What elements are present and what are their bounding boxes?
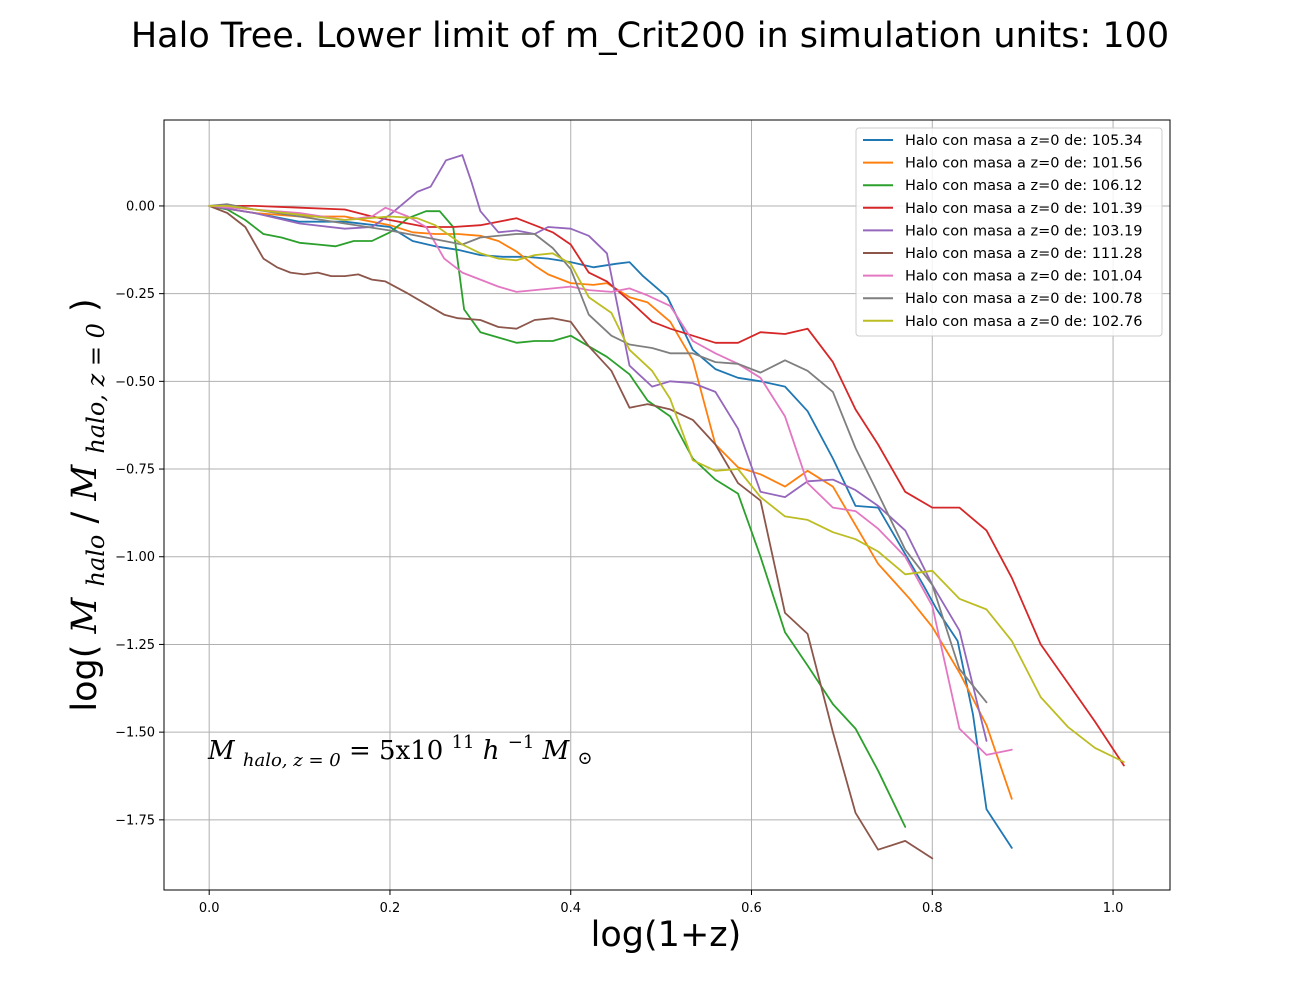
- y-label-slash: /: [65, 511, 105, 523]
- legend-label: Halo con masa a z=0 de: 106.12: [905, 178, 1142, 194]
- y-tick-label: −1.50: [115, 726, 155, 741]
- y-label-m1: M: [65, 597, 105, 635]
- annotation-exp1: 11: [452, 732, 475, 753]
- legend-label: Halo con masa a z=0 de: 101.56: [905, 156, 1142, 172]
- legend-entry: Halo con masa a z=0 de: 100.78: [863, 291, 1142, 307]
- x-axis-label: log(1+z): [591, 915, 742, 955]
- x-tick-label: 0.8: [922, 901, 943, 916]
- legend-label: Halo con masa a z=0 de: 101.04: [905, 269, 1142, 285]
- series-line-9: [208, 204, 1125, 763]
- y-tick-label: −0.75: [115, 463, 155, 478]
- legend-label: Halo con masa a z=0 de: 111.28: [905, 246, 1142, 262]
- y-tick-label: −0.50: [115, 375, 155, 390]
- y-label-prefix: log(: [65, 645, 105, 712]
- legend-label: Halo con masa a z=0 de: 105.34: [905, 133, 1142, 149]
- y-tick-label: −0.25: [115, 287, 155, 302]
- legend-label: Halo con masa a z=0 de: 101.39: [905, 201, 1142, 217]
- y-label-m2: M: [65, 464, 105, 502]
- annotation-eq: = 5x10: [349, 736, 443, 766]
- annotation-h: h: [483, 736, 500, 766]
- legend: Halo con masa a z=0 de: 105.34 Halo con m…: [855, 127, 1163, 337]
- annotation-msun: M: [542, 736, 571, 766]
- y-tick-label: −1.25: [115, 638, 155, 653]
- legend-entries: Halo con masa a z=0 de: 105.34 Halo con m…: [863, 133, 1142, 330]
- x-tick-label: 0.4: [560, 901, 581, 916]
- series-line-1: [208, 204, 1013, 849]
- series-line-8: [208, 203, 988, 704]
- legend-entry: Halo con masa a z=0 de: 101.04: [863, 269, 1142, 285]
- series-line-2: [208, 204, 1013, 800]
- legend-label: Halo con masa a z=0 de: 103.19: [905, 223, 1142, 239]
- y-label-suffix: ): [65, 298, 105, 312]
- ticks: 0.0 0.2 0.4 0.6 0.8 1.0 0.00 −0.25 −0.50 −0.75 −1.…: [115, 199, 1123, 916]
- legend-entry: Halo con masa a z=0 de: 103.19: [863, 223, 1142, 239]
- annotation-sun-sub: ⊙: [577, 748, 592, 769]
- y-axis-label: log( M halo / M halo, z = 0 ): [65, 298, 113, 711]
- y-tick-label: 0.00: [126, 199, 155, 214]
- annotation-m: M: [207, 736, 236, 766]
- annotation-exp2: −1: [508, 732, 535, 753]
- chart-title: Halo Tree. Lower limit of m_Crit200 in s…: [131, 16, 1169, 56]
- series-line-6: [208, 204, 934, 860]
- series-line-7: [208, 204, 1013, 756]
- x-tick-label: 0.2: [380, 901, 401, 916]
- legend-entry: Halo con masa a z=0 de: 101.39: [863, 201, 1142, 217]
- plot-frame: [163, 119, 1171, 891]
- series-lines: [208, 154, 1125, 860]
- y-tick-label: −1.75: [115, 813, 155, 828]
- annotation-sub: halo, z = 0: [243, 750, 341, 771]
- y-label-sub1: halo: [82, 535, 110, 587]
- legend-entry: Halo con masa a z=0 de: 102.76: [863, 314, 1142, 330]
- legend-entry: Halo con masa a z=0 de: 111.28: [863, 246, 1142, 262]
- mass-annotation: M halo, z = 0 = 5x10 11 h −1 M ⊙: [207, 725, 593, 773]
- x-tick-label: 0.6: [741, 901, 762, 916]
- x-tick-label: 0.0: [199, 901, 220, 916]
- legend-entry: Halo con masa a z=0 de: 105.34: [863, 133, 1142, 149]
- legend-label: Halo con masa a z=0 de: 102.76: [905, 314, 1142, 330]
- legend-box: [855, 127, 1163, 337]
- y-label-sub2: halo, z = 0: [82, 323, 110, 453]
- legend-entry: Halo con masa a z=0 de: 101.56: [863, 156, 1142, 172]
- legend-label: Halo con masa a z=0 de: 100.78: [905, 291, 1142, 307]
- series-line-5: [208, 154, 988, 742]
- series-line-3: [208, 204, 907, 828]
- legend-entry: Halo con masa a z=0 de: 106.12: [863, 178, 1142, 194]
- y-tick-label: −1.00: [115, 550, 155, 565]
- x-tick-label: 1.0: [1103, 901, 1124, 916]
